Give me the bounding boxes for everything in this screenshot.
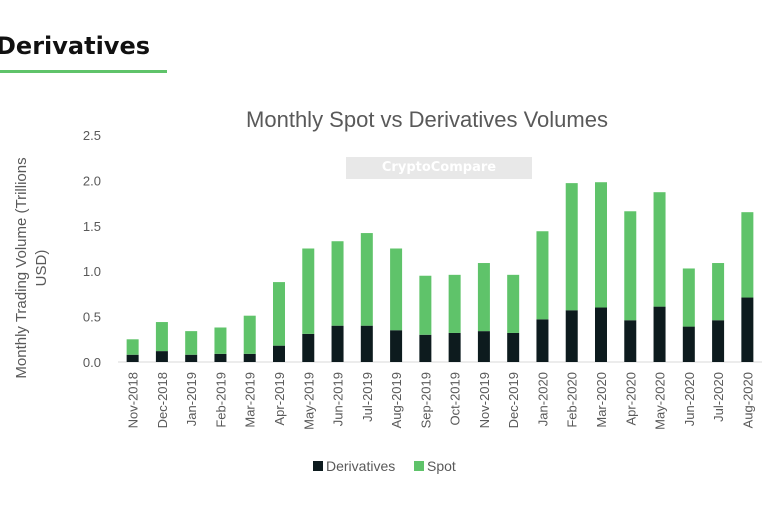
bar-derivatives-dec-2019 bbox=[507, 332, 520, 362]
bar-derivatives-sep-2019 bbox=[419, 334, 432, 362]
x-tick-label: Aug-2020 bbox=[740, 372, 755, 428]
y-tick-label: 0.5 bbox=[83, 310, 101, 325]
heading-underline bbox=[0, 70, 167, 73]
x-tick-label: Jun-2020 bbox=[682, 372, 697, 426]
x-tick-label: Mar-2019 bbox=[243, 372, 258, 428]
bar-spot-mar-2020 bbox=[595, 182, 607, 308]
bar-spot-dec-2019 bbox=[507, 274, 520, 333]
legend-label-spot: Spot bbox=[427, 458, 456, 474]
bar-derivatives-jul-2020 bbox=[712, 320, 725, 362]
bar-derivatives-jun-2019 bbox=[331, 325, 344, 362]
watermark-logo: CryptoCompare bbox=[346, 157, 532, 179]
bar-derivatives-feb-2019 bbox=[214, 353, 227, 362]
bar-derivatives-jan-2019 bbox=[185, 354, 198, 362]
y-tick-label: 2.0 bbox=[83, 173, 101, 188]
x-tick-label: Apr-2019 bbox=[272, 372, 287, 425]
bar-derivatives-apr-2020 bbox=[624, 320, 637, 362]
bar-spot-sep-2019 bbox=[419, 275, 432, 335]
x-tick-label: May-2020 bbox=[653, 372, 668, 430]
y-axis-label-line: Monthly Trading Volume (Trillions bbox=[13, 157, 30, 378]
bar-spot-jun-2019 bbox=[331, 241, 344, 326]
y-tick-label: 2.5 bbox=[83, 128, 101, 143]
bar-derivatives-mar-2020 bbox=[595, 307, 607, 362]
bar-derivatives-dec-2018 bbox=[155, 351, 168, 362]
bar-spot-feb-2019 bbox=[214, 327, 227, 354]
x-tick-label: Feb-2019 bbox=[213, 372, 228, 428]
bar-spot-mar-2019 bbox=[243, 315, 256, 354]
y-axis-label-line: USD) bbox=[33, 250, 50, 287]
bar-derivatives-mar-2019 bbox=[243, 353, 256, 362]
legend-swatch-spot bbox=[414, 461, 424, 471]
page-heading: Derivatives bbox=[0, 32, 151, 60]
x-tick-label: Aug-2019 bbox=[389, 372, 404, 428]
legend-swatch-derivatives bbox=[313, 461, 323, 471]
x-tick-label: Mar-2020 bbox=[594, 372, 609, 428]
x-tick-label: Dec-2018 bbox=[155, 372, 170, 428]
bar-derivatives-jul-2019 bbox=[360, 325, 373, 362]
bar-derivatives-feb-2020 bbox=[565, 310, 578, 362]
y-tick-label: 1.5 bbox=[83, 219, 101, 234]
bar-spot-aug-2019 bbox=[390, 248, 403, 331]
y-tick-label: 1.0 bbox=[83, 264, 101, 279]
x-tick-label: Nov-2018 bbox=[126, 372, 141, 428]
y-axis-label: Monthly Trading Volume (Trillions USD) bbox=[13, 157, 50, 378]
bar-spot-apr-2019 bbox=[273, 282, 285, 346]
bar-spot-jul-2020 bbox=[712, 263, 725, 321]
x-tick-label: Jan-2020 bbox=[535, 372, 550, 426]
bar-spot-may-2019 bbox=[302, 248, 315, 334]
x-tick-label: Jul-2020 bbox=[711, 372, 726, 422]
bar-spot-jun-2020 bbox=[682, 268, 695, 327]
bar-spot-may-2020 bbox=[653, 192, 666, 307]
bar-spot-jan-2020 bbox=[536, 231, 549, 320]
x-tick-label: Nov-2019 bbox=[477, 372, 492, 428]
bar-derivatives-may-2020 bbox=[653, 306, 666, 362]
bar-spot-feb-2020 bbox=[565, 183, 578, 311]
bar-derivatives-oct-2019 bbox=[448, 332, 461, 362]
bar-derivatives-aug-2019 bbox=[390, 330, 403, 362]
bar-spot-nov-2018 bbox=[126, 339, 139, 355]
bar-derivatives-may-2019 bbox=[302, 333, 315, 362]
x-tick-label: Sep-2019 bbox=[418, 372, 433, 428]
bar-spot-jul-2019 bbox=[360, 233, 373, 326]
bar-derivatives-nov-2019 bbox=[477, 331, 490, 362]
x-tick-label: Oct-2019 bbox=[448, 372, 463, 425]
bar-derivatives-jan-2020 bbox=[536, 319, 549, 362]
y-tick-label: 0.0 bbox=[83, 355, 101, 370]
bar-spot-jan-2019 bbox=[185, 331, 198, 355]
legend-label-derivatives: Derivatives bbox=[326, 458, 395, 474]
x-tick-label: Jul-2019 bbox=[360, 372, 375, 422]
bar-derivatives-aug-2020 bbox=[741, 297, 754, 362]
x-tick-label: Jan-2019 bbox=[184, 372, 199, 426]
bar-spot-apr-2020 bbox=[624, 211, 637, 321]
x-tick-label: May-2019 bbox=[301, 372, 316, 430]
bar-spot-nov-2019 bbox=[477, 263, 490, 332]
bar-derivatives-nov-2018 bbox=[126, 354, 139, 362]
bar-spot-oct-2019 bbox=[448, 274, 461, 333]
bar-derivatives-jun-2020 bbox=[682, 326, 695, 362]
x-tick-label: Jun-2019 bbox=[331, 372, 346, 426]
x-tick-label: Feb-2020 bbox=[565, 372, 580, 428]
x-tick-label: Apr-2020 bbox=[623, 372, 638, 425]
bar-spot-aug-2020 bbox=[741, 212, 754, 298]
x-tick-label: Dec-2019 bbox=[506, 372, 521, 428]
bar-spot-dec-2018 bbox=[155, 322, 168, 352]
bar-derivatives-apr-2019 bbox=[273, 345, 285, 362]
chart-title: Monthly Spot vs Derivatives Volumes bbox=[246, 107, 608, 132]
